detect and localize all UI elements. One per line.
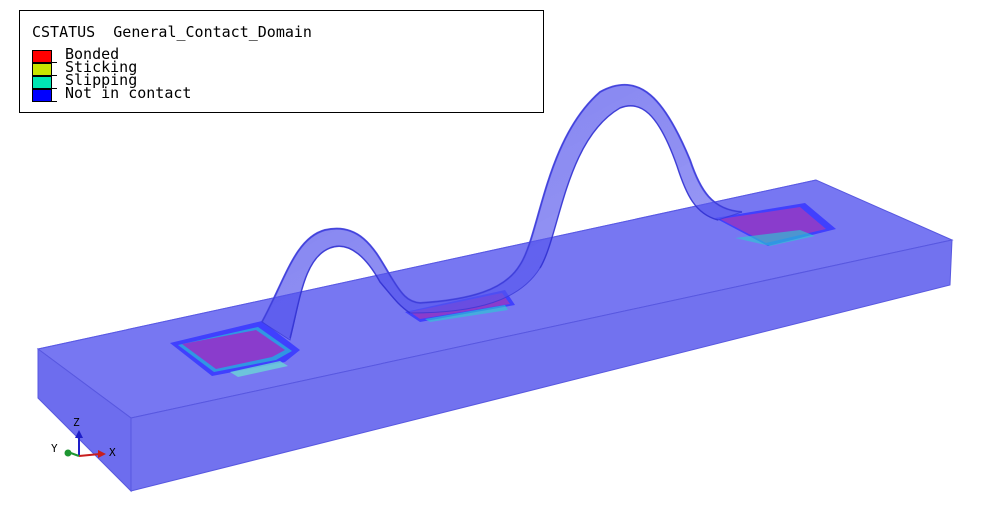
contact-pad-left xyxy=(170,321,300,377)
legend-label-slipping: Slipping xyxy=(65,71,138,89)
legend-swatch-bonded xyxy=(32,50,52,63)
x-axis-label: X xyxy=(109,446,116,459)
legend-label-sticking: Sticking xyxy=(65,58,138,76)
contact-pad-right xyxy=(715,203,836,246)
legend-swatch-not-in-contact xyxy=(32,89,52,102)
axis-triad: Z X Y xyxy=(51,416,116,459)
z-axis-arrow xyxy=(75,430,83,438)
legend-label-bonded: Bonded xyxy=(65,45,120,63)
y-axis-marker xyxy=(64,449,72,457)
bond-ribbon xyxy=(261,83,743,341)
contact-status-legend: CSTATUS General_Contact_Domain Bonded St… xyxy=(19,10,544,113)
z-axis-label: Z xyxy=(73,416,80,429)
legend-label-not-in-contact: Not in contact xyxy=(65,84,192,102)
legend-title: CSTATUS General_Contact_Domain xyxy=(32,23,312,41)
legend-swatch-slipping xyxy=(32,76,52,89)
x-axis-arrow xyxy=(98,450,106,458)
y-axis-label: Y xyxy=(51,442,58,455)
legend-swatch-sticking xyxy=(32,63,52,76)
substrate-side-face xyxy=(130,239,953,492)
x-axis-line xyxy=(78,453,101,457)
